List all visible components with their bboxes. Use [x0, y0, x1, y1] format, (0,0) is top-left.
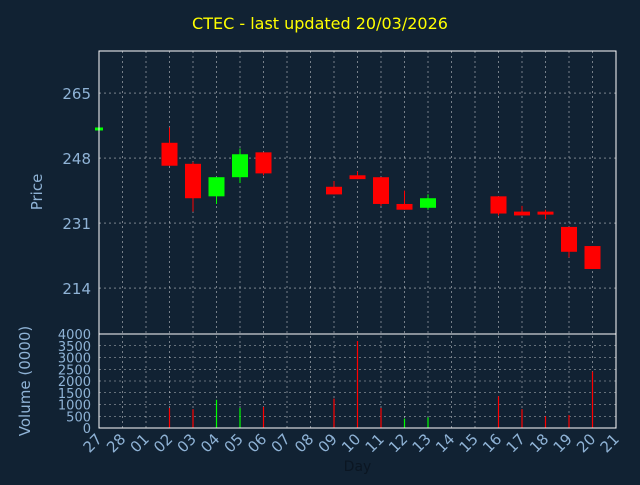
day-tick-label: 15 — [456, 430, 482, 456]
day-tick-label: 12 — [385, 430, 411, 456]
day-tick-label: 11 — [362, 430, 388, 456]
volume-tick-label: 0 — [83, 422, 91, 437]
candle-body — [185, 163, 201, 199]
volume-tick-label: 1500 — [58, 387, 91, 402]
day-tick-label: 14 — [432, 430, 458, 456]
candle-body — [349, 175, 366, 180]
candle-body — [373, 177, 389, 204]
candle-body — [537, 211, 554, 215]
chart-title: CTEC - last updated 20/03/2026 — [192, 14, 448, 33]
price-tick-label: 231 — [62, 215, 91, 233]
candle-body — [232, 154, 248, 178]
volume-tick-label: 500 — [66, 410, 91, 425]
volume-tick-label: 3500 — [58, 340, 91, 355]
day-tick-label: 21 — [597, 430, 623, 456]
candle-body — [584, 246, 601, 269]
candle-body — [208, 177, 225, 197]
candle-body — [490, 196, 507, 214]
day-tick-label: 02 — [150, 430, 176, 456]
volume-axis-label: Volume (0000) — [16, 326, 34, 436]
day-tick-label: 05 — [221, 430, 247, 456]
day-axis-label: Day — [344, 459, 372, 475]
day-tick-label: 03 — [174, 430, 200, 456]
day-tick-label: 04 — [197, 430, 223, 456]
price-tick-label: 248 — [62, 150, 91, 168]
day-tick-label: 06 — [244, 430, 270, 456]
candle-body — [161, 142, 178, 166]
candle-body — [514, 211, 530, 216]
day-tick-label: 18 — [526, 430, 552, 456]
price-tick-label: 265 — [62, 85, 91, 103]
volume-tick-label: 3000 — [58, 352, 91, 367]
day-tick-label: 13 — [409, 430, 435, 456]
candle-body — [420, 198, 436, 208]
price-tick-label: 214 — [62, 280, 91, 298]
volume-tick-label: 2500 — [58, 363, 91, 378]
day-tick-label: 10 — [338, 430, 364, 456]
day-tick-label: 20 — [573, 430, 599, 456]
volume-panel-frame — [98, 333, 617, 429]
day-tick-label: 19 — [550, 430, 576, 456]
candle-body — [326, 186, 342, 195]
day-tick-label: 07 — [268, 430, 294, 456]
day-tick-label: 09 — [315, 430, 341, 456]
day-tick-label: 16 — [479, 430, 505, 456]
day-tick-label: 01 — [127, 430, 153, 456]
price-axis-label: Price — [28, 174, 46, 211]
volume-tick-label: 1000 — [58, 399, 91, 414]
day-tick-label: 28 — [103, 430, 129, 456]
candle-body — [396, 203, 413, 210]
candle-body — [561, 226, 577, 252]
day-tick-label: 08 — [291, 430, 317, 456]
volume-tick-label: 4000 — [58, 328, 91, 343]
day-tick-label: 17 — [503, 430, 529, 456]
candle-body — [255, 152, 272, 174]
volume-tick-label: 2000 — [58, 375, 91, 390]
